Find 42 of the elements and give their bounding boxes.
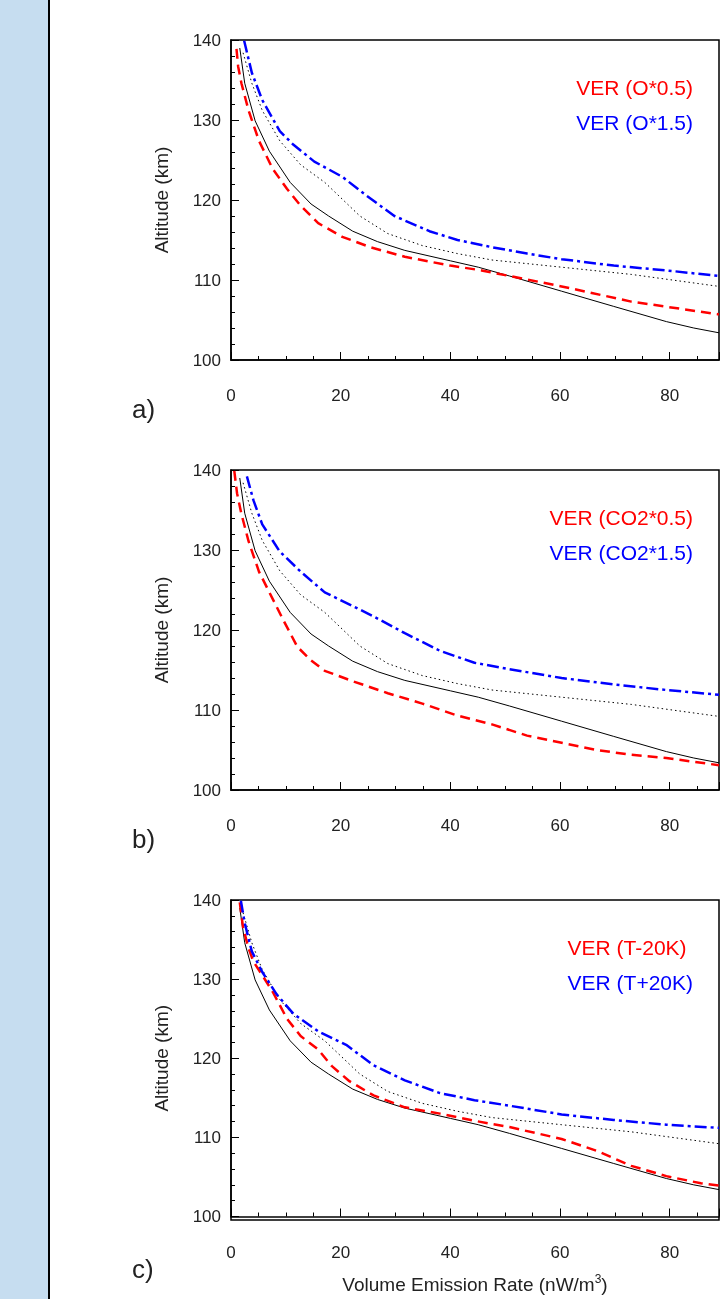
x-tick-label: 60 xyxy=(550,816,570,835)
x-tick-label: 80 xyxy=(660,816,680,835)
x-tick-label: 0 xyxy=(226,386,236,405)
x-tick-label: 80 xyxy=(660,1242,680,1262)
y-tick-label: 130 xyxy=(192,540,221,560)
x-tick-label: 20 xyxy=(331,816,351,835)
y-tick-label: 140 xyxy=(192,890,221,910)
y-tick-label: 100 xyxy=(192,780,221,800)
y-tick-label: 140 xyxy=(192,460,221,480)
text: VER (CO2*0.5) xyxy=(549,506,693,529)
text: b) xyxy=(132,824,156,854)
y-axis-title: Altitude (km) xyxy=(151,576,172,684)
x-tick-label: 40 xyxy=(440,386,460,405)
y-tick-label: 120 xyxy=(192,190,221,210)
x-tick-label: 20 xyxy=(331,1242,351,1262)
x-tick-label: 60 xyxy=(550,1242,570,1262)
y-tick-label: 110 xyxy=(193,270,221,290)
y-tick-label: 120 xyxy=(192,1048,221,1068)
x-tick-label: 0 xyxy=(226,816,236,835)
text: c) xyxy=(132,1254,154,1284)
y-tick-label: 130 xyxy=(192,110,221,130)
y-tick-label: 100 xyxy=(192,350,221,370)
text: VER (O*0.5) xyxy=(576,76,693,99)
text: VER (CO2*1.5) xyxy=(549,541,693,564)
y-tick-label: 120 xyxy=(192,620,221,640)
text: VER (T-20K) xyxy=(567,936,687,959)
x-tick-label: 40 xyxy=(440,1242,460,1262)
x-tick-label: 0 xyxy=(226,1242,236,1262)
y-tick-label: 110 xyxy=(193,700,221,720)
x-tick-label: 80 xyxy=(660,386,680,405)
y-axis-title: Altitude (km) xyxy=(151,1004,172,1112)
x-tick-label: 60 xyxy=(550,386,570,405)
text: VER (O*1.5) xyxy=(576,111,693,134)
x-tick-label: 20 xyxy=(331,386,351,405)
y-axis-title: Altitude (km) xyxy=(151,146,172,254)
y-tick-label: 100 xyxy=(192,1207,221,1226)
x-tick-label: 40 xyxy=(440,816,460,835)
y-tick-label: 110 xyxy=(193,1127,221,1147)
y-tick-label: 130 xyxy=(192,969,221,989)
y-tick-label: 140 xyxy=(192,30,221,50)
text: VER (T+20K) xyxy=(567,971,694,994)
text: a) xyxy=(132,394,156,424)
